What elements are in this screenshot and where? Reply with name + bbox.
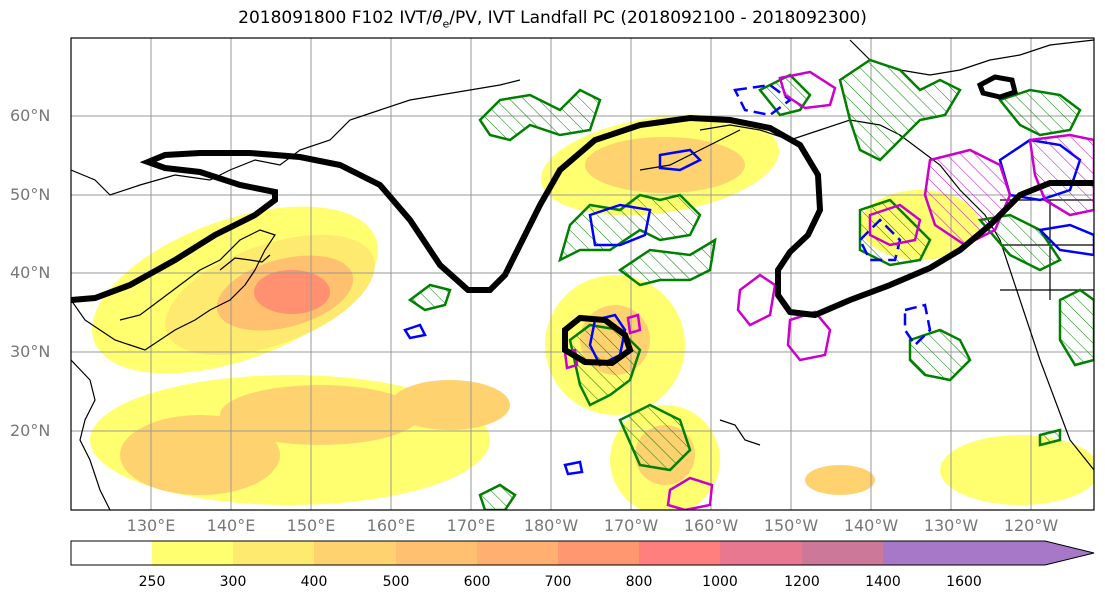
colorbar-tick: 1000 [702,574,738,590]
colorbar-tick: 800 [625,574,653,590]
lon-label: 130°W [923,516,979,535]
lon-label: 130°E [126,516,176,535]
lon-label: 150°E [286,516,336,535]
lon-label: 180°W [523,516,579,535]
colorbar-tick: 1200 [784,574,820,590]
lat-label: 40°N [10,263,51,282]
pv-contour-alaska [976,74,1018,100]
theta-e-positive-contours [563,70,1094,510]
colorbar-tick: 600 [463,574,491,590]
pv-contour [71,114,1094,319]
lon-label: 170°E [446,516,496,535]
colorbar-tick: 1600 [946,574,982,590]
colorbar-tick: 300 [219,574,247,590]
lon-label: 170°W [603,516,659,535]
lat-label: 50°N [10,185,51,204]
pv-contour-small [562,314,634,367]
map-title: 2018091800 F102 IVT/θe/PV, IVT Landfall … [238,8,867,31]
lat-label: 30°N [10,342,51,361]
ivt-landfall-contours [407,58,1094,510]
colorbar-tick: 400 [300,574,328,590]
lon-label: 160°E [366,516,416,535]
colorbar-tick: 700 [544,574,572,590]
colorbar [70,540,1095,566]
lat-label: 20°N [10,421,51,440]
lat-label: 60°N [10,106,51,125]
lon-label: 150°W [763,516,819,535]
lon-label: 140°E [206,516,256,535]
lon-label: 160°W [683,516,739,535]
colorbar-tick: 250 [138,574,166,590]
map-frame [70,37,1095,511]
lon-label: 120°W [1003,516,1059,535]
colorbar-tick: 500 [382,574,410,590]
colorbar-tick: 1400 [865,574,901,590]
lon-label: 140°W [843,516,899,535]
